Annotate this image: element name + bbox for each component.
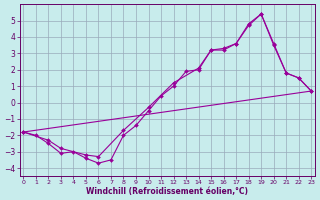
X-axis label: Windchill (Refroidissement éolien,°C): Windchill (Refroidissement éolien,°C) bbox=[86, 187, 248, 196]
